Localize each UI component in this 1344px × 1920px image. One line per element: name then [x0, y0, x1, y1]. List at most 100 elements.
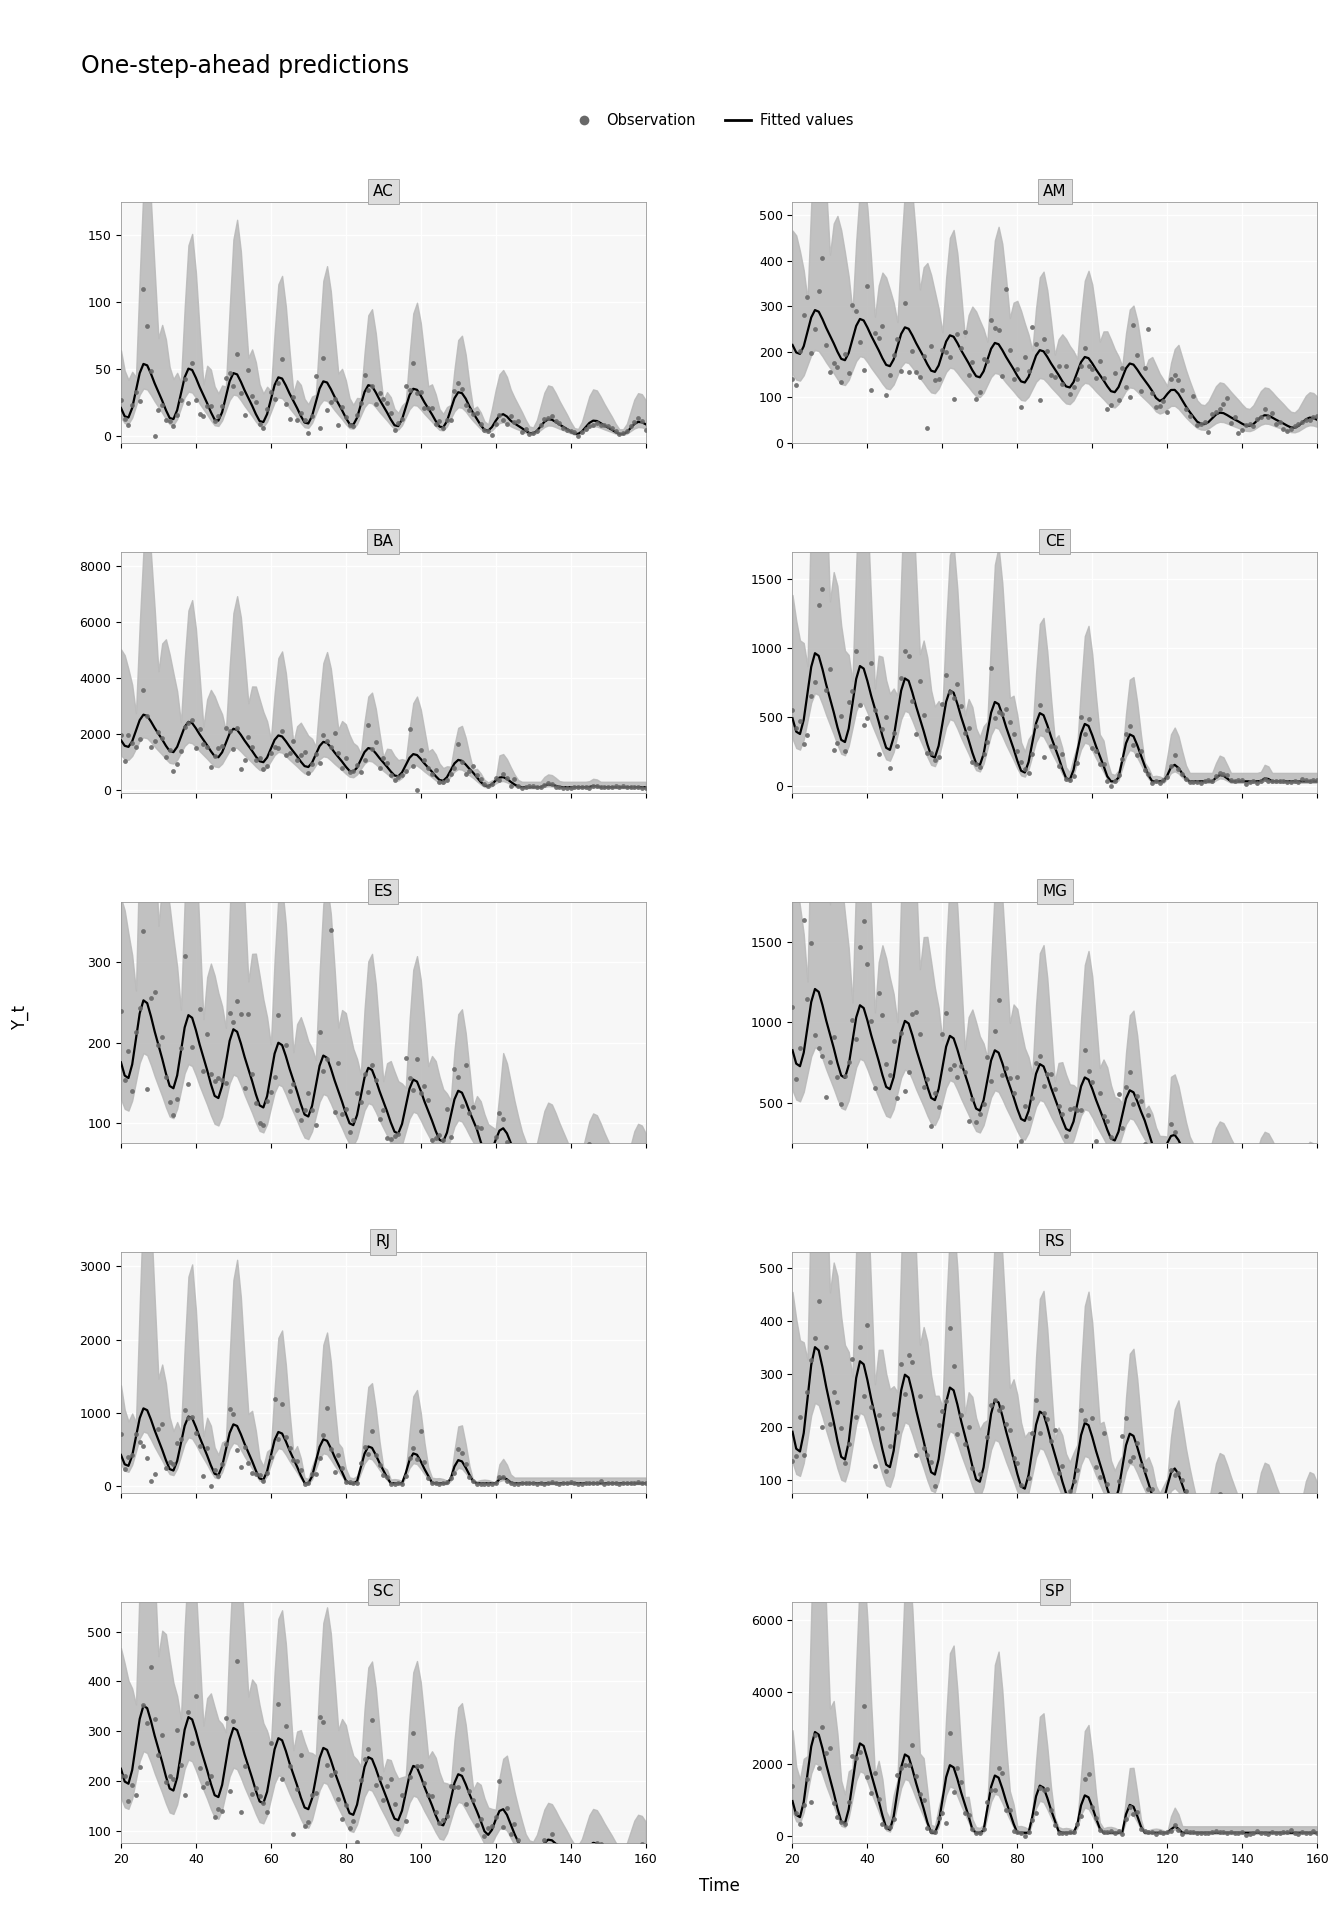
- Point: [823, 1788, 844, 1818]
- Point: [965, 1480, 986, 1511]
- Point: [1227, 1818, 1249, 1849]
- Point: [1193, 1509, 1215, 1540]
- Point: [406, 1751, 427, 1782]
- Point: [118, 409, 140, 440]
- Point: [864, 1073, 886, 1104]
- Point: [196, 1766, 218, 1797]
- Point: [1141, 1816, 1163, 1847]
- Point: [1288, 1511, 1309, 1542]
- Point: [856, 271, 878, 301]
- Point: [837, 687, 859, 718]
- Point: [496, 1127, 517, 1158]
- Point: [613, 1171, 634, 1202]
- Point: [1193, 1156, 1215, 1187]
- Point: [613, 419, 634, 449]
- Point: [605, 1467, 626, 1498]
- Point: [1120, 1791, 1141, 1822]
- Point: [1265, 409, 1286, 440]
- Point: [1175, 1475, 1196, 1505]
- Point: [366, 1770, 387, 1801]
- Point: [429, 766, 450, 797]
- Point: [816, 330, 837, 361]
- Point: [219, 716, 241, 747]
- Point: [902, 1346, 923, 1377]
- Point: [515, 1841, 536, 1872]
- Point: [1055, 1480, 1077, 1511]
- Point: [1269, 1818, 1290, 1849]
- Point: [167, 1715, 188, 1745]
- Point: [466, 1811, 488, 1841]
- Point: [1122, 309, 1144, 340]
- Point: [1224, 1500, 1246, 1530]
- Point: [812, 574, 833, 605]
- Point: [140, 355, 161, 386]
- Point: [462, 1465, 484, 1496]
- Point: [1235, 409, 1257, 440]
- Point: [999, 1415, 1020, 1446]
- Point: [309, 1016, 331, 1046]
- Point: [835, 1448, 856, 1478]
- Point: [1254, 1488, 1275, 1519]
- Point: [601, 1839, 622, 1870]
- Point: [207, 401, 228, 432]
- Point: [286, 1446, 308, 1476]
- Point: [1156, 1133, 1177, 1164]
- Point: [332, 1098, 353, 1129]
- Point: [534, 770, 555, 801]
- Point: [286, 1094, 308, 1125]
- Point: [444, 753, 465, 783]
- Point: [1254, 1140, 1275, 1171]
- Point: [992, 699, 1013, 730]
- Point: [1292, 1500, 1313, 1530]
- Point: [181, 1031, 203, 1062]
- Point: [508, 1826, 530, 1857]
- Point: [856, 1763, 878, 1793]
- Point: [320, 1434, 341, 1465]
- Point: [399, 374, 421, 405]
- Point: [1003, 718, 1024, 749]
- Point: [257, 1457, 278, 1488]
- Point: [1040, 1427, 1062, 1457]
- Point: [526, 1469, 547, 1500]
- Point: [309, 747, 331, 778]
- Point: [1030, 1041, 1051, 1071]
- Point: [1160, 363, 1181, 394]
- Point: [305, 1778, 327, 1809]
- Point: [1231, 1816, 1253, 1847]
- Point: [1269, 1152, 1290, 1183]
- Point: [1122, 1089, 1144, 1119]
- Point: [1074, 1764, 1095, 1795]
- Point: [1175, 1148, 1196, 1179]
- Point: [376, 1770, 398, 1801]
- Point: [1101, 1484, 1122, 1515]
- Point: [492, 758, 513, 789]
- Point: [485, 762, 507, 793]
- Point: [1089, 1461, 1110, 1492]
- Point: [1277, 1511, 1298, 1542]
- Point: [883, 340, 905, 371]
- Point: [958, 1106, 980, 1137]
- Point: [980, 305, 1001, 336]
- Point: [782, 695, 804, 726]
- Point: [418, 753, 439, 783]
- Point: [110, 720, 132, 751]
- Point: [1273, 1507, 1294, 1538]
- Point: [961, 1085, 982, 1116]
- Point: [879, 1812, 900, 1843]
- Point: [177, 388, 199, 419]
- Point: [177, 707, 199, 737]
- Point: [1015, 755, 1036, 785]
- Point: [1007, 353, 1028, 384]
- Point: [1149, 1500, 1171, 1530]
- Point: [366, 1066, 387, 1096]
- Point: [185, 384, 207, 415]
- Point: [466, 1469, 488, 1500]
- Point: [1051, 1098, 1073, 1129]
- Point: [613, 1467, 634, 1498]
- Point: [793, 300, 814, 330]
- Point: [894, 1749, 915, 1780]
- Point: [980, 1774, 1001, 1805]
- Point: [883, 718, 905, 749]
- Point: [276, 388, 297, 419]
- Point: [1164, 361, 1185, 392]
